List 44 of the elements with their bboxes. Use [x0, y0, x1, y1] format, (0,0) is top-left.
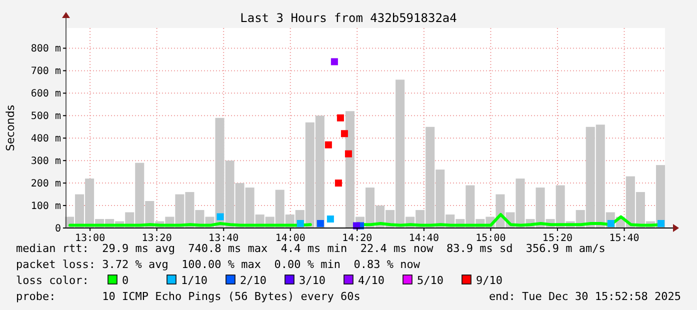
- y-tick-label: 0: [54, 224, 61, 234]
- y-tick-label: 500 m: [30, 111, 61, 122]
- x-tick-label: 15:00: [476, 233, 506, 244]
- point: [296, 220, 304, 228]
- point: [340, 130, 348, 138]
- x-tick-label: 14:20: [342, 233, 372, 244]
- chart-title: Last 3 Hours from 432b591832a4: [240, 11, 457, 25]
- point: [334, 180, 342, 187]
- x-tick-label: 13:00: [74, 233, 106, 244]
- point: [326, 216, 334, 223]
- legend-label: 5/10: [417, 274, 444, 287]
- point: [330, 58, 338, 66]
- y-tick-label: 400 m: [30, 134, 61, 145]
- y-tick-label: 800 m: [30, 44, 61, 55]
- text: packet loss: 3.72 % avg 100.00 % max 0.00 % min 0.83 % now: [16, 258, 420, 271]
- x-tick-label: 14:00: [275, 233, 306, 244]
- legend-title: loss color:: [16, 274, 89, 287]
- legend-label: 0: [122, 274, 129, 287]
- y-tick-label: 200 m: [30, 178, 61, 190]
- text: end: Tue Dec 30 15:52:58 2025: [488, 290, 681, 303]
- y-tick-label: 100 m: [30, 201, 61, 212]
- legend-label: 1/10: [181, 274, 208, 287]
- legend-label: 3/10: [299, 274, 326, 287]
- legend-label: 2/10: [240, 274, 266, 287]
- y-tick-label: 300 m: [30, 156, 61, 168]
- y-tick-label: 600 m: [30, 88, 61, 100]
- point: [216, 213, 224, 220]
- y-axis-title: Seconds: [4, 104, 17, 152]
- legend-label: 4/10: [358, 274, 384, 287]
- point: [336, 114, 344, 122]
- x-tick-label: 13:20: [142, 233, 172, 244]
- x-tick-label: 15:20: [542, 233, 573, 244]
- point: [324, 141, 332, 148]
- point: [657, 220, 664, 228]
- x-tick-label: 15:40: [609, 233, 640, 244]
- y-tick-label: 700 m: [30, 66, 61, 78]
- point: [344, 150, 352, 158]
- legend-label: 9/10: [476, 274, 502, 287]
- x-tick-label: 13:40: [208, 233, 239, 244]
- x-tick-label: 14:40: [408, 233, 439, 244]
- point: [607, 220, 614, 228]
- point: [316, 220, 324, 228]
- text: probe: 10 ICMP Echo Pings (56 Bytes) every 60s: [16, 290, 360, 303]
- text: median rtt: 29.9 ms avg 740.8 ms max 4.4 ms min 22.4 ms now 83.9 ms sd 356.9 m am/s: [16, 242, 606, 255]
